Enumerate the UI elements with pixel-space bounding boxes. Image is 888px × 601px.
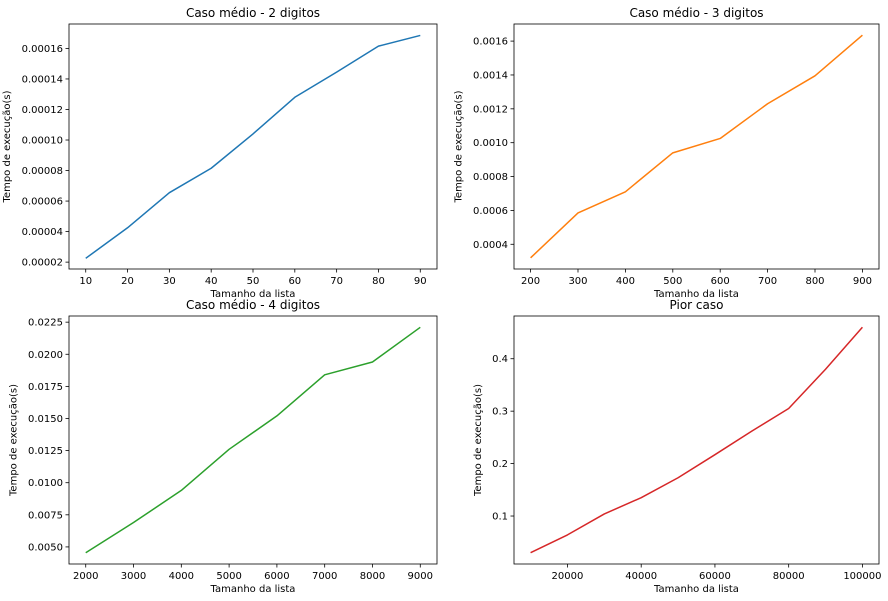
chart-title: Caso médio - 3 digitos bbox=[629, 6, 763, 20]
y-tick-label: 0.0014 bbox=[473, 70, 508, 81]
x-tick-label: 900 bbox=[853, 276, 872, 287]
y-tick-label: 0.0012 bbox=[473, 104, 508, 115]
y-tick-label: 0.00006 bbox=[22, 197, 63, 208]
chart-panel-1: 10 20 30 40 50 60 70 80 90 0.00002 0.00004 0.00006 0… bbox=[2, 6, 438, 300]
y-axis-label: Tempo de execução(s) bbox=[2, 90, 13, 203]
y-tick-label: 0.3 bbox=[492, 407, 508, 418]
y-tick-label: 0.00004 bbox=[22, 227, 63, 238]
x-tick-label: 80000 bbox=[773, 571, 805, 582]
chart-title: Caso médio - 4 digitos bbox=[186, 298, 320, 312]
x-tick-label: 6000 bbox=[264, 571, 289, 582]
x-tick-label: 400 bbox=[616, 276, 635, 287]
y-tick-label: 0.00012 bbox=[22, 105, 63, 116]
x-tick-label: 2000 bbox=[73, 571, 98, 582]
x-tick-label: 3000 bbox=[121, 571, 146, 582]
x-tick-label: 800 bbox=[805, 276, 824, 287]
y-tick-label: 0.0008 bbox=[473, 172, 508, 183]
x-tick-label: 10 bbox=[79, 276, 92, 287]
y-tick-label: 0.0200 bbox=[28, 350, 63, 361]
x-tick-label: 20000 bbox=[552, 571, 584, 582]
x-tick-label: 500 bbox=[663, 276, 682, 287]
x-tick-label: 7000 bbox=[312, 571, 337, 582]
x-tick-label: 100000 bbox=[843, 571, 881, 582]
x-tick-label: 9000 bbox=[408, 571, 433, 582]
y-tick-label: 0.0125 bbox=[28, 446, 63, 457]
x-tick-label: 4000 bbox=[169, 571, 194, 582]
y-tick-label: 0.0100 bbox=[28, 478, 63, 489]
y-tick-label: 0.0225 bbox=[28, 318, 63, 329]
chart-title: Pior caso bbox=[670, 298, 724, 312]
y-axis-label: Tempo de execução(s) bbox=[473, 384, 484, 497]
y-tick-label: 0.0004 bbox=[473, 240, 508, 251]
x-axis-label: Tamanho da lista bbox=[653, 289, 739, 300]
x-tick-label: 5000 bbox=[216, 571, 241, 582]
x-axis-label: Tamanho da lista bbox=[210, 289, 296, 300]
chart-panel-4: 20000 40000 60000 80000 100000 0.1 0.2 0.3 0.4 Pi… bbox=[473, 298, 882, 595]
y-tick-label: 0.0050 bbox=[28, 542, 63, 553]
y-tick-label: 0.1 bbox=[492, 512, 508, 523]
y-tick-label: 0.4 bbox=[492, 354, 508, 365]
x-tick-label: 20 bbox=[121, 276, 134, 287]
y-tick-label: 0.00016 bbox=[22, 44, 63, 55]
x-tick-label: 70 bbox=[330, 276, 343, 287]
x-tick-label: 40 bbox=[205, 276, 218, 287]
x-tick-label: 600 bbox=[711, 276, 730, 287]
y-tick-label: 0.0016 bbox=[473, 37, 508, 48]
x-tick-label: 700 bbox=[758, 276, 777, 287]
x-tick-label: 200 bbox=[521, 276, 540, 287]
x-tick-label: 60 bbox=[288, 276, 301, 287]
y-tick-label: 0.2 bbox=[492, 459, 508, 470]
x-tick-label: 90 bbox=[414, 276, 427, 287]
x-tick-label: 60000 bbox=[699, 571, 731, 582]
y-tick-label: 0.0010 bbox=[473, 138, 508, 149]
series-line bbox=[85, 34, 421, 259]
chart-panel-2: 200 300 400 500 600 700 800 900 0.0004 0.0006 0.00… bbox=[454, 6, 880, 300]
x-axis-label: Tamanho da lista bbox=[653, 584, 739, 595]
y-tick-label: 0.0075 bbox=[28, 510, 63, 521]
y-tick-label: 0.0006 bbox=[473, 206, 508, 217]
y-tick-label: 0.00008 bbox=[22, 166, 63, 177]
x-tick-label: 50 bbox=[247, 276, 260, 287]
x-tick-label: 30 bbox=[163, 276, 176, 287]
y-tick-label: 0.00002 bbox=[22, 258, 63, 269]
series-line bbox=[530, 34, 863, 259]
x-tick-label: 300 bbox=[568, 276, 587, 287]
y-tick-label: 0.0175 bbox=[28, 382, 63, 393]
x-tick-label: 8000 bbox=[360, 571, 385, 582]
plot-frame bbox=[513, 23, 880, 270]
y-axis-label: Tempo de execução(s) bbox=[9, 384, 20, 497]
series-line bbox=[530, 326, 863, 554]
y-tick-label: 0.0150 bbox=[28, 414, 63, 425]
y-axis-label: Tempo de execução(s) bbox=[454, 90, 465, 203]
y-tick-label: 0.00014 bbox=[22, 74, 63, 85]
series-line bbox=[85, 326, 421, 554]
x-axis-label: Tamanho da lista bbox=[210, 584, 296, 595]
x-tick-label: 80 bbox=[372, 276, 385, 287]
plot-frame bbox=[513, 315, 880, 565]
y-tick-label: 0.00010 bbox=[22, 136, 63, 147]
chart-panel-3: 2000 3000 4000 5000 6000 7000 8000 9000 0.0050 0.… bbox=[9, 298, 438, 595]
plot-frame bbox=[68, 315, 438, 565]
chart-title: Caso médio - 2 digitos bbox=[186, 6, 320, 20]
plot-frame bbox=[68, 23, 438, 270]
x-tick-label: 40000 bbox=[625, 571, 657, 582]
